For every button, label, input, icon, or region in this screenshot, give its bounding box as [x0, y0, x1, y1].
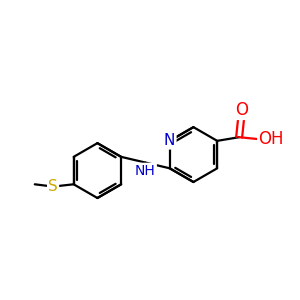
- Text: O: O: [235, 101, 248, 119]
- Text: N: N: [164, 134, 176, 148]
- Text: OH: OH: [258, 130, 284, 148]
- Text: NH: NH: [135, 164, 156, 178]
- Text: S: S: [48, 179, 58, 194]
